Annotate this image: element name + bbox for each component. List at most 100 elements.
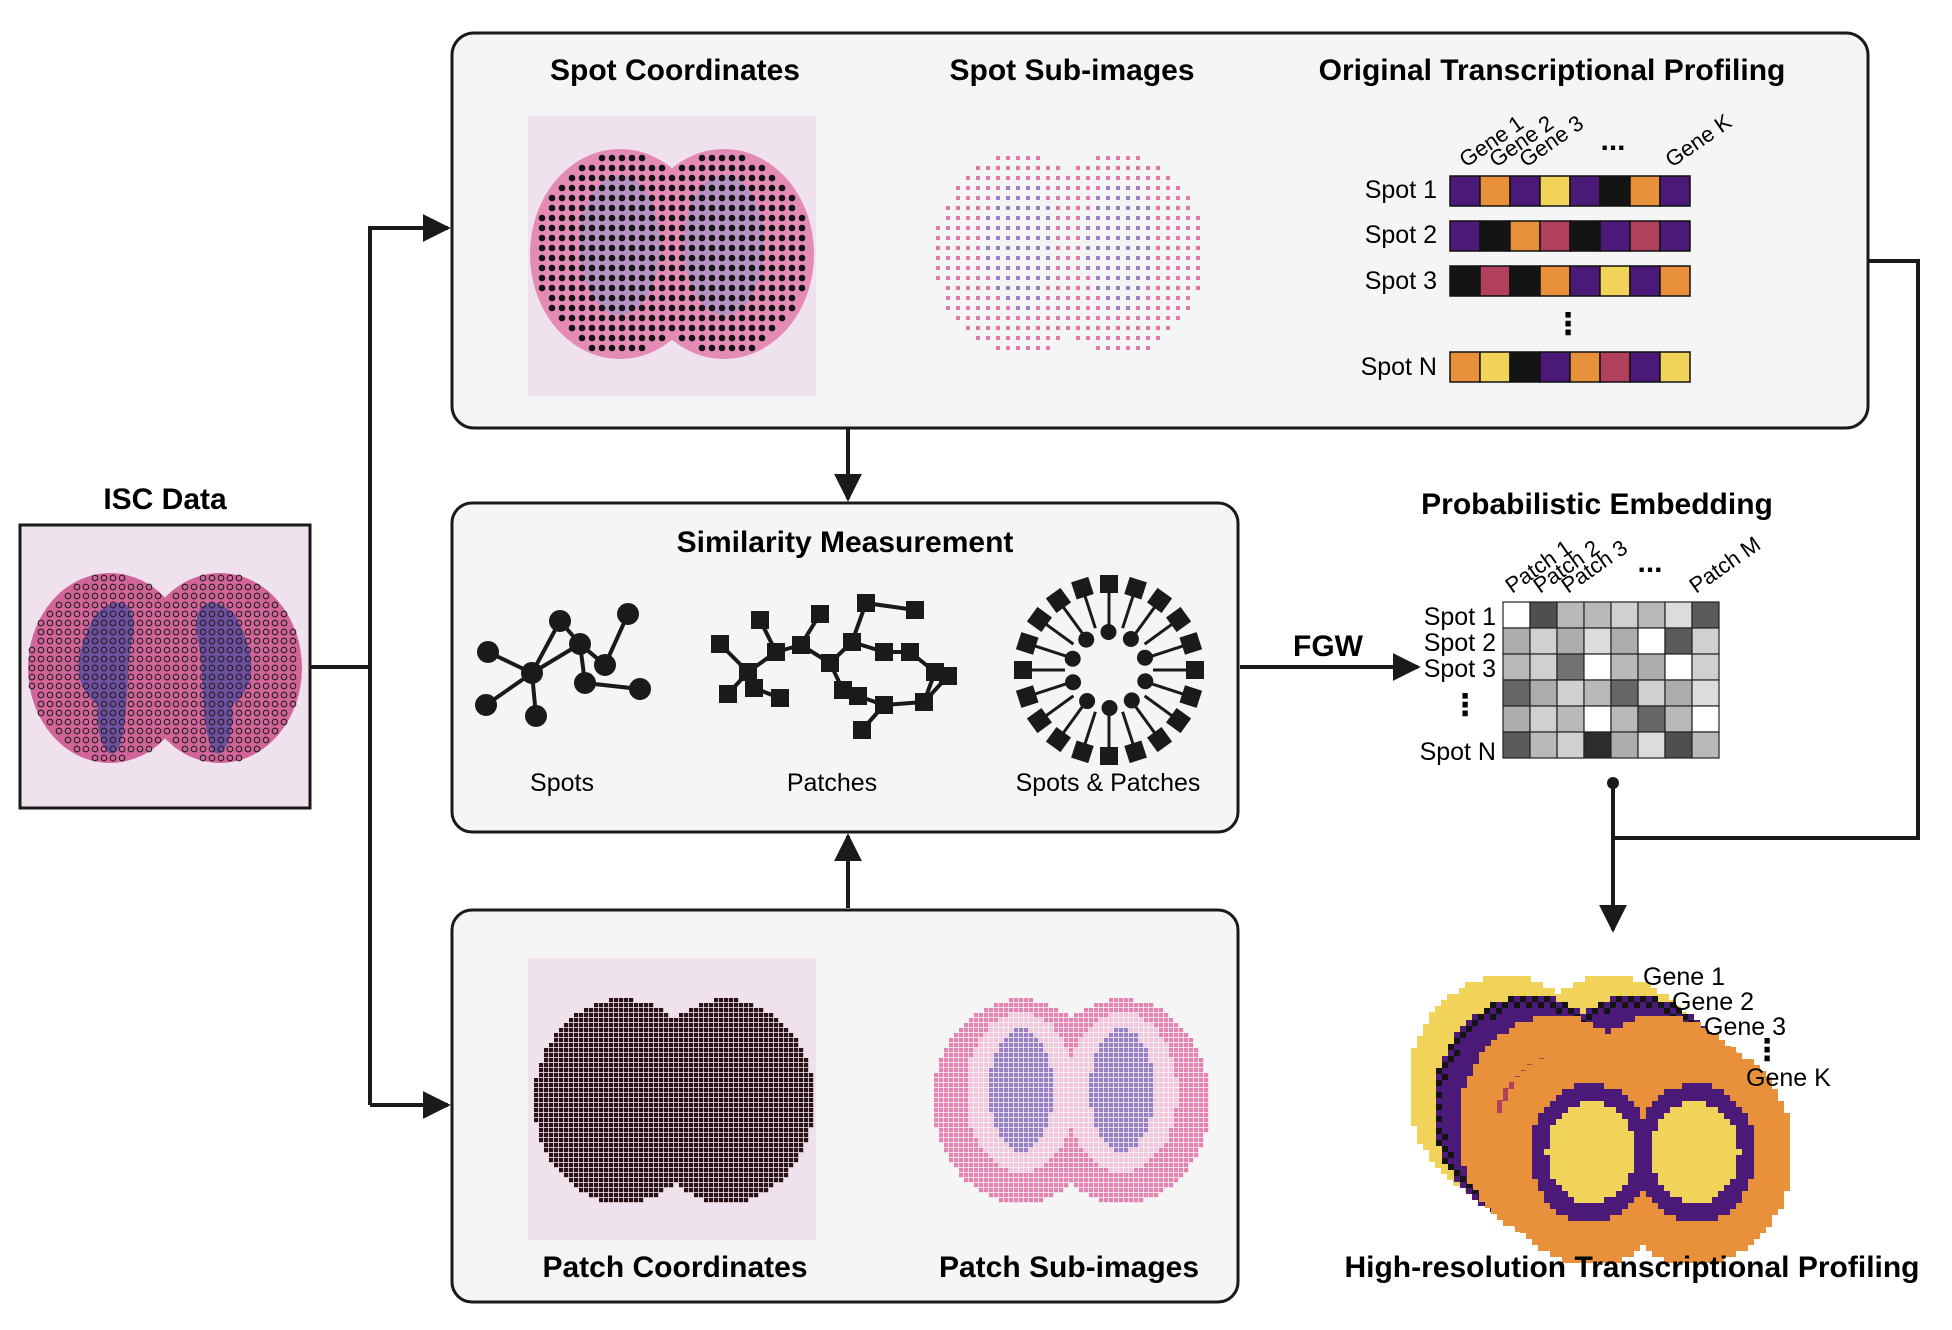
patch-subimage <box>1134 1118 1139 1123</box>
patch-coordinate <box>574 1068 579 1073</box>
patch-coordinate <box>719 1123 724 1128</box>
isc-spot <box>28 673 36 681</box>
patch-coordinate <box>644 1123 649 1128</box>
isc-spot <box>244 628 252 636</box>
patch-coordinate <box>739 1043 744 1048</box>
patch-coordinate <box>799 1118 804 1123</box>
isc-spot <box>172 628 180 636</box>
patch-coordinate <box>744 1183 749 1188</box>
patch-subimage <box>1039 1043 1044 1048</box>
patch-coordinate <box>794 1153 799 1158</box>
patch-subimage <box>1204 1088 1209 1093</box>
spot-subimage <box>1146 176 1150 180</box>
patch-coordinate <box>589 1103 594 1108</box>
spot-coordinate <box>698 244 706 252</box>
spot-coordinate <box>588 254 596 262</box>
patch-coordinate <box>594 1048 599 1053</box>
patch-coordinate <box>609 1183 614 1188</box>
spot-coordinate <box>738 344 746 352</box>
patch-coordinate <box>574 1153 579 1158</box>
patch-subimage <box>1014 1143 1019 1148</box>
isc-spot <box>64 610 72 618</box>
patch-subimage <box>949 1103 954 1108</box>
patch-coordinate <box>789 1033 794 1038</box>
isc-spot <box>226 592 234 600</box>
patch-coordinate <box>674 1153 679 1158</box>
isc-spot <box>199 655 207 663</box>
isc-spot <box>217 574 225 582</box>
spot-coordinate <box>608 324 616 332</box>
patch-coordinate <box>539 1113 544 1118</box>
patch-subimage <box>1024 1058 1029 1063</box>
spot-subimage <box>1136 276 1140 280</box>
spot-subimage <box>1026 256 1030 260</box>
patch-coordinate <box>704 1048 709 1053</box>
patch-subimage <box>1129 1138 1134 1143</box>
patch-subimage <box>1024 1043 1029 1048</box>
patch-coordinate <box>574 1113 579 1118</box>
spot-coordinate <box>708 194 716 202</box>
patch-coordinate <box>739 1038 744 1043</box>
spot-coordinate <box>728 334 736 342</box>
patch-subimage <box>1119 1088 1124 1093</box>
patch-subimage <box>1074 1108 1079 1113</box>
isc-spot <box>91 574 99 582</box>
patch-coordinate <box>634 1028 639 1033</box>
patch-subimage <box>959 1123 964 1128</box>
patch-coordinate <box>564 1038 569 1043</box>
patch-subimage <box>1014 1073 1019 1078</box>
patch-subimage <box>1089 1043 1094 1048</box>
spot-coordinate <box>578 294 586 302</box>
isc-spot <box>73 700 81 708</box>
isc-spot <box>190 610 198 618</box>
patch-subimage <box>989 1018 994 1023</box>
patch-subimage <box>949 1138 954 1143</box>
patch-subimage <box>969 1148 974 1153</box>
patch-coordinate <box>624 998 629 1003</box>
patch-coordinate <box>799 1148 804 1153</box>
patch-coordinate <box>549 1148 554 1153</box>
patch-subimage <box>1099 1038 1104 1043</box>
spot-subimage <box>1056 336 1060 340</box>
patch-subimage <box>954 1118 959 1123</box>
patch-coordinate <box>649 1033 654 1038</box>
patch-coordinate <box>739 1013 744 1018</box>
patch-coordinate <box>554 1093 559 1098</box>
patch-subimage <box>1194 1083 1199 1088</box>
patch-coordinate <box>619 1048 624 1053</box>
patch-subimage <box>1149 1073 1154 1078</box>
spot-coordinate <box>708 334 716 342</box>
spot-coordinate <box>758 254 766 262</box>
spot-subimage <box>1166 216 1170 220</box>
patch-coordinate <box>809 1093 814 1098</box>
isc-spot <box>262 727 270 735</box>
patch-subimage <box>999 1148 1004 1153</box>
spot-coordinate <box>758 234 766 242</box>
patch-coordinate <box>614 1178 619 1183</box>
patch-coordinate <box>704 1198 709 1203</box>
ring-spot <box>1078 631 1095 648</box>
patch-subimage <box>954 1133 959 1138</box>
patch-subimage <box>1029 1148 1034 1153</box>
patch-coordinate <box>609 1128 614 1133</box>
spot-coordinate <box>618 224 626 232</box>
patch-subimage <box>1034 1148 1039 1153</box>
patch-subimage <box>1039 1018 1044 1023</box>
spot-coordinate <box>568 304 576 312</box>
similarity-title: Similarity Measurement <box>677 526 1014 559</box>
patch-subimage <box>1079 1143 1084 1148</box>
gene-cell <box>1449 220 1481 252</box>
patch-coordinate <box>569 1163 574 1168</box>
patch-coordinate <box>634 1138 639 1143</box>
patch-subimage <box>1199 1083 1204 1088</box>
patch-coordinate <box>564 1033 569 1038</box>
gene-cell <box>1629 351 1661 383</box>
patch-subimage <box>989 1073 994 1078</box>
patch-coordinate <box>729 1193 734 1198</box>
patch-subimage <box>1199 1133 1204 1138</box>
patch-subimage <box>1164 1068 1169 1073</box>
spot-subimage <box>1106 266 1110 270</box>
patch-coordinate <box>674 1163 679 1168</box>
patch-subimage <box>974 1033 979 1038</box>
isc-spot <box>82 727 90 735</box>
